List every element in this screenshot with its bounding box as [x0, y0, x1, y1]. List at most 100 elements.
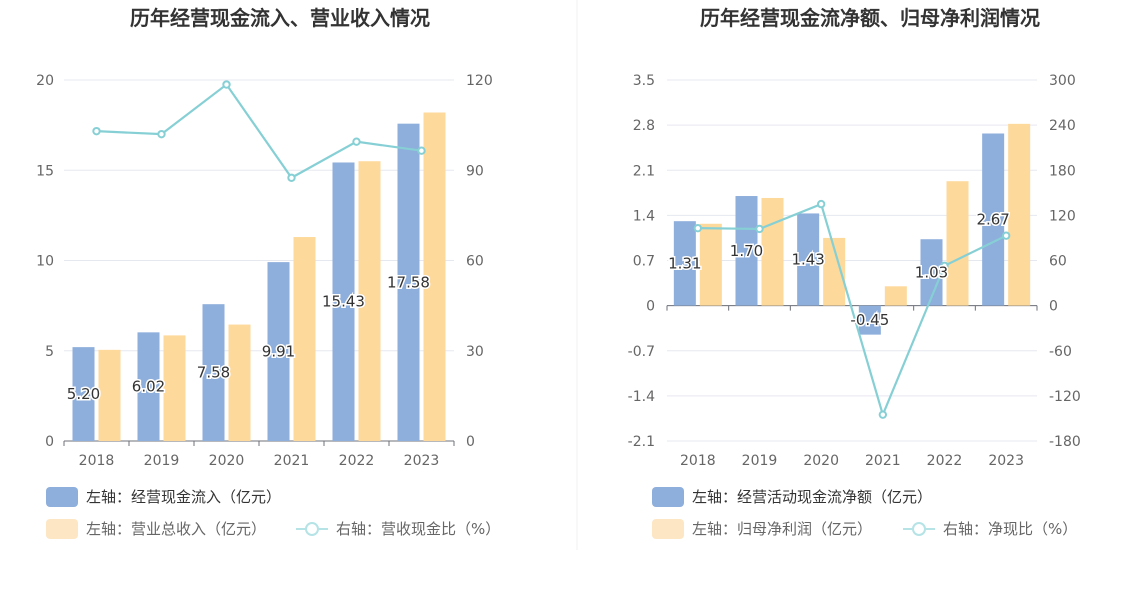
ratio-point — [693, 223, 703, 233]
y-left-tick-label: 15 — [36, 163, 54, 179]
y-left-tick-label: 20 — [36, 73, 54, 89]
y-left-tick-label: 2.8 — [633, 118, 655, 134]
x-tick-label: 2022 — [927, 453, 963, 469]
legend-label: 左轴：归母净利润（亿元） — [692, 520, 872, 538]
bar-primary — [982, 133, 1005, 306]
y-right-tick-label: 60 — [1049, 254, 1067, 270]
x-tick-label: 2019 — [144, 453, 180, 469]
y-right-tick-label: 0 — [1049, 299, 1058, 315]
legend-swatch-bar — [652, 487, 684, 507]
legend-label: 右轴：净现比（%） — [943, 520, 1077, 538]
ratio-point — [352, 137, 361, 146]
legend-swatch-bar — [652, 519, 684, 539]
y-right-tick-label: -180 — [1049, 434, 1081, 450]
y-right-tick-label: -60 — [1049, 344, 1072, 360]
y-right-tick-label: 300 — [1049, 73, 1076, 89]
legend-swatch-marker — [305, 522, 319, 536]
bar-primary — [735, 196, 758, 306]
y-right-tick-label: 90 — [466, 163, 484, 179]
bar-secondary — [293, 237, 316, 441]
bar-secondary — [98, 349, 121, 441]
legend-label: 左轴：经营活动现金流净额（亿元） — [692, 488, 932, 506]
x-tick-label: 2023 — [404, 453, 440, 469]
x-tick-label: 2021 — [274, 453, 310, 469]
chart-title: 历年经营现金流净额、归母净利润情况 — [700, 6, 1040, 30]
bar-secondary — [163, 335, 186, 441]
bar-data-label: 6.02 — [132, 378, 165, 396]
bar-secondary — [1008, 123, 1031, 306]
y-right-tick-label: -120 — [1049, 389, 1081, 405]
x-tick-label: 2020 — [803, 453, 839, 469]
x-tick-label: 2023 — [988, 453, 1024, 469]
y-left-tick-label: 10 — [36, 254, 54, 270]
y-left-tick-label: 0.7 — [633, 254, 655, 270]
ratio-point — [157, 129, 166, 139]
y-left-tick-label: -1.4 — [628, 389, 655, 405]
y-left-tick-label: 3.5 — [633, 73, 655, 89]
bar-primary — [267, 262, 290, 441]
ratio-point — [940, 261, 949, 270]
ratio-point — [92, 126, 101, 136]
ratio-point — [1001, 231, 1011, 240]
bar-primary — [137, 332, 160, 441]
legend-swatch-bar — [46, 487, 78, 507]
bar-primary — [72, 347, 95, 441]
bar-data-label: 2.67 — [976, 211, 1009, 229]
bar-secondary — [699, 223, 722, 306]
y-right-tick-label: 30 — [466, 344, 484, 360]
bar-secondary — [423, 112, 446, 442]
y-left-tick-label: 1.4 — [633, 208, 655, 224]
x-tick-label: 2022 — [339, 453, 375, 469]
x-tick-label: 2019 — [742, 453, 778, 469]
chart-title: 历年经营现金流入、营业收入情况 — [130, 6, 430, 30]
bar-secondary — [358, 161, 381, 441]
ratio-point — [816, 199, 826, 209]
ratio-line — [697, 202, 1007, 418]
bar-data-label: 1.43 — [791, 251, 824, 269]
bar-primary — [797, 213, 820, 306]
y-right-tick-label: 120 — [1049, 208, 1076, 224]
bar-data-label: 7.58 — [197, 364, 230, 382]
bar-primary — [673, 221, 696, 306]
y-left-tick-label: -2.1 — [628, 434, 655, 450]
ratio-point — [287, 173, 296, 182]
y-left-tick-label: 5 — [45, 344, 54, 360]
y-left-tick-label: -0.7 — [628, 344, 655, 360]
bar-data-label: 15.43 — [322, 293, 365, 311]
legend-label: 右轴：营收现金比（%） — [336, 520, 500, 538]
bar-primary — [920, 239, 943, 306]
bar-primary — [858, 305, 881, 335]
bar-secondary — [761, 197, 784, 306]
ratio-line — [96, 82, 422, 180]
bar-primary — [397, 123, 420, 441]
bar-secondary — [946, 181, 969, 306]
y-right-tick-label: 60 — [466, 254, 484, 270]
bar-primary — [202, 304, 225, 441]
x-tick-label: 2021 — [865, 453, 901, 469]
bar-data-label: 1.31 — [668, 254, 701, 272]
y-left-tick-label: 2.1 — [633, 163, 655, 179]
y-right-tick-label: 240 — [1049, 118, 1076, 134]
legend-label: 左轴：经营现金流入（亿元） — [86, 488, 281, 506]
legend-label: 左轴：营业总收入（亿元） — [86, 520, 266, 538]
x-tick-label: 2018 — [680, 453, 716, 469]
y-left-tick-label: 0 — [646, 299, 655, 315]
y-right-tick-label: 0 — [466, 434, 475, 450]
y-right-tick-label: 180 — [1049, 163, 1076, 179]
bar-secondary — [228, 324, 251, 441]
x-tick-label: 2020 — [209, 453, 245, 469]
bar-data-label: 1.03 — [915, 263, 948, 281]
chart-1: 历年经营现金流入、营业收入情况 0 0 5 30 10 60 15 90 20 120 2018 201… — [36, 6, 500, 539]
bar-data-label: 9.91 — [262, 343, 295, 361]
bar-secondary — [884, 286, 907, 306]
bar-data-label: 5.20 — [67, 385, 100, 403]
y-left-tick-label: 0 — [45, 434, 54, 450]
chart-2: 历年经营现金流净额、归母净利润情况 -2.1 -180 -1.4 -120 -0.7 -60… — [628, 6, 1081, 539]
y-right-tick-label: 120 — [466, 73, 493, 89]
legend-swatch-bar — [46, 519, 78, 539]
bar-data-label: 17.58 — [387, 273, 430, 291]
bar-data-label: 1.70 — [730, 242, 763, 260]
bar-secondary — [823, 237, 846, 306]
ratio-point — [878, 410, 888, 419]
